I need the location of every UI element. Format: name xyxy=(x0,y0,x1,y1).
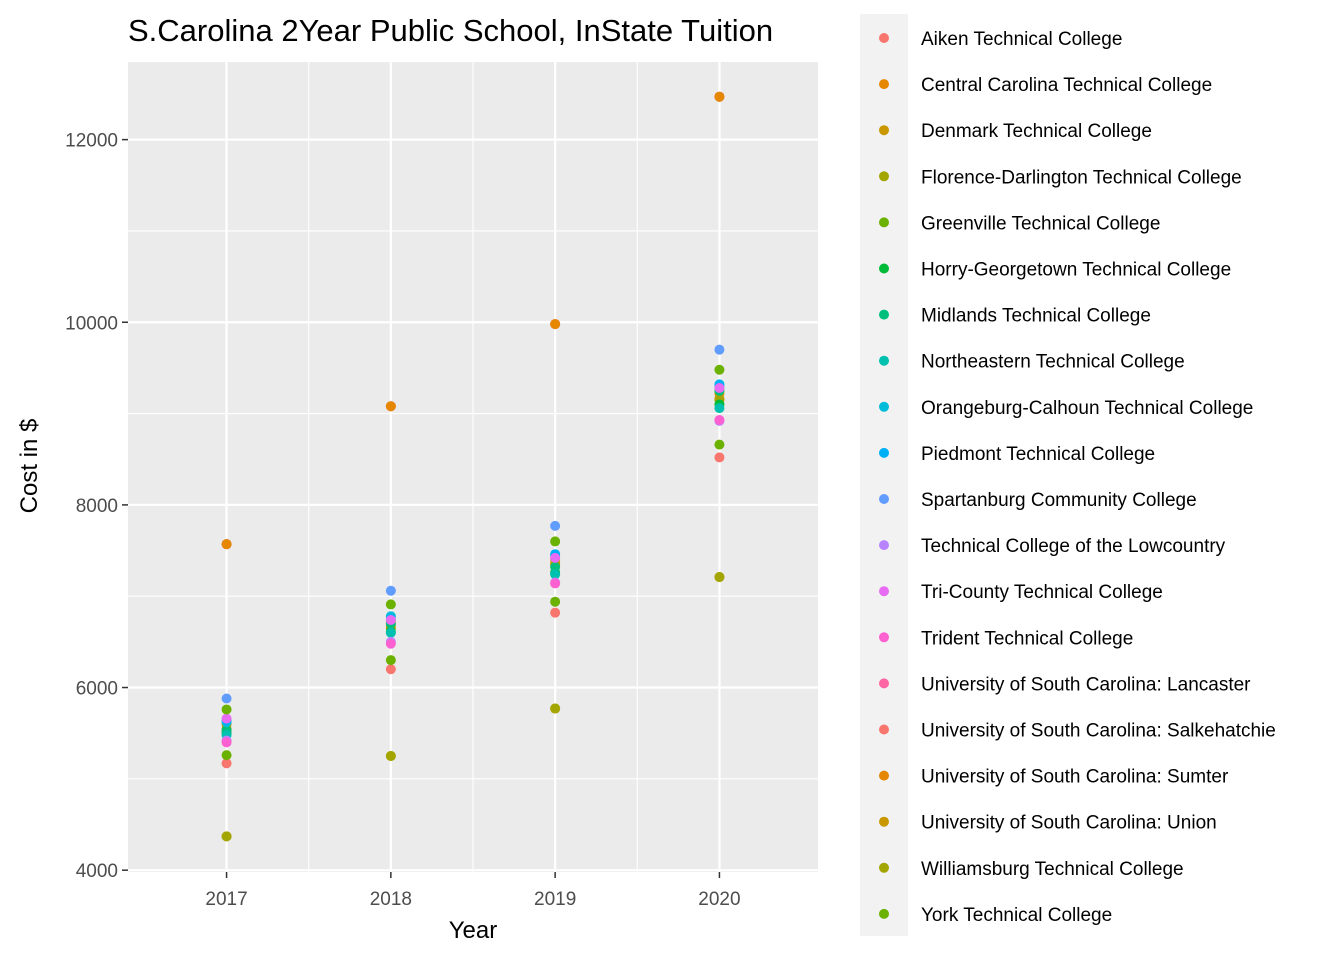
legend-key xyxy=(879,816,889,827)
legend-label: Technical College of the Lowcountry xyxy=(921,536,1226,557)
legend-label: Florence-Darlington Technical College xyxy=(921,167,1242,188)
legend-key xyxy=(879,309,889,320)
data-point xyxy=(714,91,725,102)
data-point xyxy=(221,737,232,748)
legend-key xyxy=(879,678,889,689)
y-tick-label: 6000 xyxy=(76,679,118,700)
x-tick-label: 2020 xyxy=(698,889,740,910)
legend-key xyxy=(879,540,889,551)
legend-label: York Technical College xyxy=(921,905,1112,926)
data-point xyxy=(714,452,725,463)
data-point xyxy=(550,536,561,547)
x-axis: 2017 2018 2019 2020 xyxy=(205,872,741,910)
data-point xyxy=(714,572,725,583)
data-point xyxy=(550,703,561,714)
x-tick-label: 2019 xyxy=(534,889,576,910)
legend-label: Central Carolina Technical College xyxy=(921,75,1212,96)
legend-key xyxy=(879,862,889,873)
legend-key xyxy=(879,401,889,412)
data-point xyxy=(550,607,561,618)
legend-background xyxy=(860,14,908,936)
legend-key xyxy=(879,171,889,182)
legend-key xyxy=(879,79,889,90)
legend-label: Denmark Technical College xyxy=(921,121,1152,142)
data-point xyxy=(221,693,232,704)
legend-label: Tri-County Technical College xyxy=(921,582,1163,603)
legend-key xyxy=(879,908,889,919)
data-point xyxy=(550,578,561,589)
x-tick-label: 2018 xyxy=(370,889,412,910)
legend-key xyxy=(879,263,889,274)
data-point xyxy=(550,561,561,572)
legend-key xyxy=(879,494,889,504)
data-point xyxy=(221,758,232,769)
data-point xyxy=(550,569,561,580)
legend-label: University of South Carolina: Union xyxy=(921,813,1217,834)
data-point xyxy=(221,704,232,715)
data-point xyxy=(550,319,561,330)
y-axis-title: Cost in $ xyxy=(16,419,43,514)
data-point xyxy=(221,713,232,724)
legend-key xyxy=(879,217,889,228)
y-axis: 4000 6000 8000 10000 12000 xyxy=(65,131,128,882)
data-point xyxy=(385,585,396,596)
data-point xyxy=(550,596,561,607)
y-tick-label: 4000 xyxy=(76,861,118,882)
legend-label: University of South Carolina: Salkehatch… xyxy=(921,721,1276,742)
data-point xyxy=(550,520,561,531)
chart-title: S.Carolina 2Year Public School, InState … xyxy=(128,13,773,48)
data-point xyxy=(221,831,232,842)
legend-label: Piedmont Technical College xyxy=(921,444,1155,465)
legend-label: Horry-Georgetown Technical College xyxy=(921,260,1231,281)
data-point xyxy=(385,655,396,666)
data-point xyxy=(221,750,232,761)
legend-key xyxy=(879,33,889,43)
y-tick-label: 8000 xyxy=(76,496,118,517)
data-point xyxy=(221,539,232,550)
legend-key xyxy=(879,586,889,597)
x-tick-label: 2017 xyxy=(205,889,247,910)
legend-label: Spartanburg Community College xyxy=(921,490,1197,511)
legend-label: Aiken Technical College xyxy=(921,29,1122,50)
legend-key xyxy=(879,770,889,781)
data-point xyxy=(385,599,396,610)
legend-key xyxy=(879,632,889,643)
data-point xyxy=(385,401,396,412)
data-point xyxy=(714,383,725,394)
legend-key xyxy=(879,724,889,735)
data-point xyxy=(550,552,561,563)
data-point xyxy=(385,751,396,762)
legend-key xyxy=(879,355,889,366)
y-tick-label: 12000 xyxy=(65,131,118,152)
data-point xyxy=(385,664,396,675)
data-point xyxy=(714,344,725,355)
data-point xyxy=(385,627,396,638)
legend-key xyxy=(879,447,889,458)
legend-label: Trident Technical College xyxy=(921,628,1133,649)
data-point xyxy=(714,364,725,375)
data-point xyxy=(385,614,396,625)
grid-lines xyxy=(128,62,818,872)
legend-label: Northeastern Technical College xyxy=(921,352,1185,373)
data-points xyxy=(221,91,725,842)
legend-label: Orangeburg-Calhoun Technical College xyxy=(921,398,1253,419)
legend-key xyxy=(879,125,889,136)
legend-label: Williamsburg Technical College xyxy=(921,859,1184,880)
legend-label: Greenville Technical College xyxy=(921,213,1160,234)
legend-label: University of South Carolina: Lancaster xyxy=(921,674,1251,695)
data-point xyxy=(385,638,396,649)
y-tick-label: 10000 xyxy=(65,313,118,334)
legend: Aiken Technical College Central Carolina … xyxy=(879,29,1276,926)
legend-label: University of South Carolina: Sumter xyxy=(921,767,1229,788)
legend-label: Midlands Technical College xyxy=(921,306,1151,327)
data-point xyxy=(714,439,725,450)
data-point xyxy=(714,414,725,425)
data-point xyxy=(714,403,725,414)
x-axis-title: Year xyxy=(449,917,498,944)
